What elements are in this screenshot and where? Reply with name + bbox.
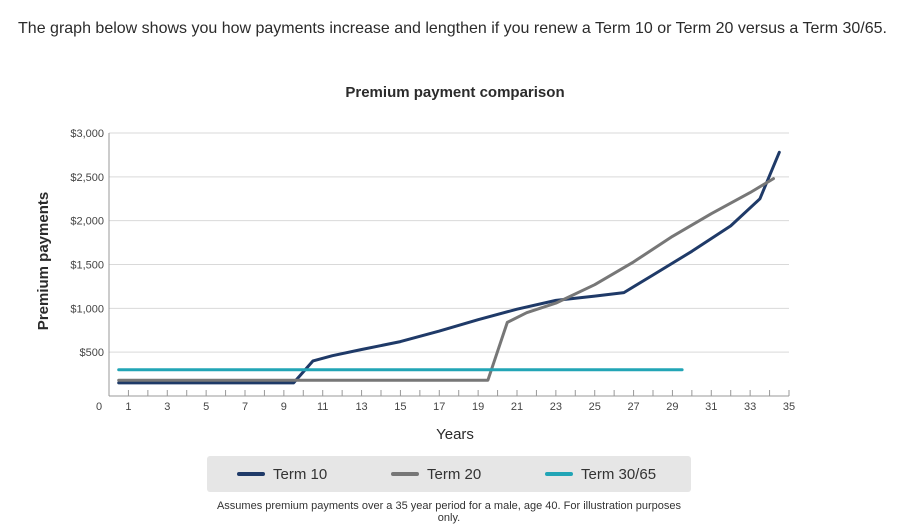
x-tick-label-5: 5 [203, 401, 209, 413]
x-tick-label-21: 21 [511, 401, 523, 413]
intro-text: The graph below shows you how payments i… [18, 20, 887, 37]
x-tick-label-9: 9 [281, 401, 287, 413]
legend-label-term-30-65: Term 30/65 [581, 465, 657, 483]
legend: Term 10 Term 20 Term 30/65 [207, 456, 691, 492]
line-chart: Premium payment comparison Premium payme… [35, 84, 795, 443]
footnote: Assumes premium payments over a 35 year … [216, 500, 682, 524]
series-line-term-20 [117, 177, 775, 382]
legend-swatch-term-20 [391, 472, 419, 476]
y-tick-label-2000: $2,000 [70, 216, 104, 228]
legend-swatch-term-30-65 [545, 472, 573, 476]
legend-item-term-10: Term 10 [237, 456, 327, 492]
x-tick-label-0: 0 [96, 401, 102, 413]
y-tick-label-500: $500 [80, 347, 104, 359]
x-tick-label-17: 17 [433, 401, 445, 413]
x-tick-label-15: 15 [394, 401, 406, 413]
x-tick-label-31: 31 [705, 401, 717, 413]
x-tick-label-7: 7 [242, 401, 248, 413]
x-tick-label-27: 27 [627, 401, 639, 413]
x-tick-label-29: 29 [666, 401, 678, 413]
y-tick-label-2500: $2,500 [70, 172, 104, 184]
x-tick-label-23: 23 [550, 401, 562, 413]
x-axis-label: Years [436, 426, 474, 443]
series-line-term-10 [117, 150, 781, 385]
legend-label-term-20: Term 20 [427, 465, 482, 483]
legend-item-term-30-65: Term 30/65 [545, 456, 656, 492]
y-tick-label-1000: $1,000 [70, 303, 104, 315]
y-axis-label: Premium payments [35, 192, 52, 330]
x-tick-label-25: 25 [589, 401, 601, 413]
x-tick-label-35: 35 [783, 401, 795, 413]
x-tick-label-11: 11 [317, 401, 328, 413]
y-tick-label-3000: $3,000 [70, 128, 104, 140]
x-tick-label-3: 3 [164, 401, 170, 413]
legend-label-term-10: Term 10 [273, 465, 328, 483]
y-tick-label-1500: $1,500 [70, 260, 104, 272]
x-tick-label-33: 33 [744, 401, 756, 413]
x-tick-label-19: 19 [472, 401, 484, 413]
chart-title: Premium payment comparison [345, 84, 564, 101]
legend-item-term-20: Term 20 [391, 456, 481, 492]
x-tick-label-13: 13 [355, 401, 367, 413]
x-tick-label-1: 1 [125, 401, 131, 413]
legend-swatch-term-10 [237, 472, 265, 476]
